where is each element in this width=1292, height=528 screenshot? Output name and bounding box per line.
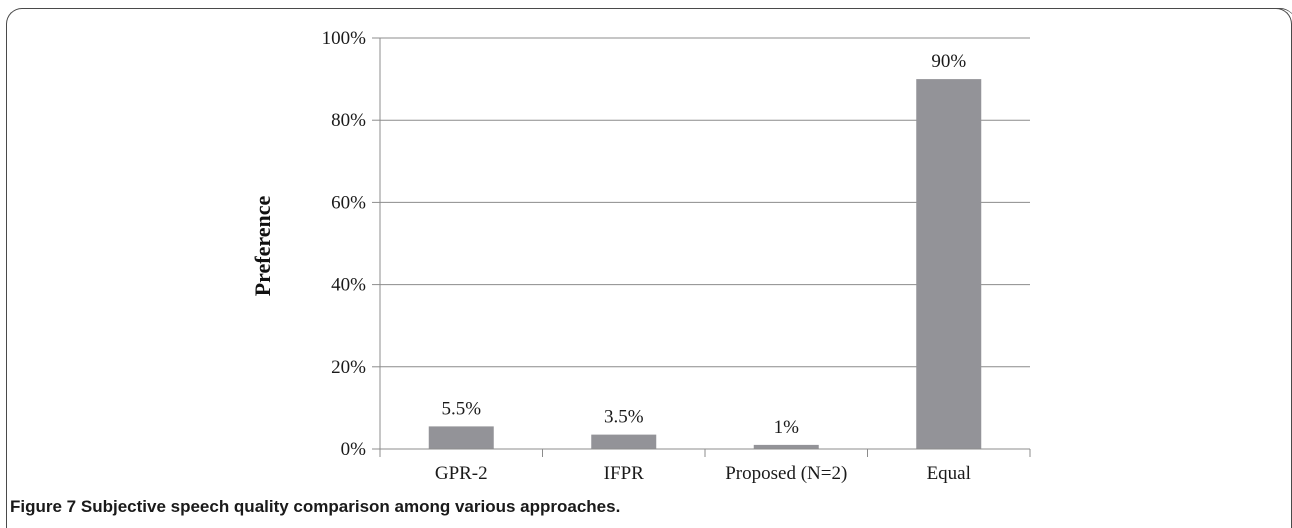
axes	[372, 37, 1031, 457]
y-tick-label: 100%	[322, 28, 367, 49]
x-tick-label: Equal	[927, 463, 971, 484]
data-label: 5.5%	[441, 398, 481, 419]
figure-caption: Figure 7 Subjective speech quality compa…	[10, 497, 1280, 517]
bar	[591, 434, 657, 449]
x-tick-label: Proposed (N=2)	[725, 463, 847, 484]
y-tick-label: 20%	[331, 357, 366, 378]
x-tick-label: IFPR	[604, 463, 644, 484]
figure-caption-text: Subjective speech quality comparison amo…	[80, 497, 621, 516]
figure-frame	[6, 8, 1292, 528]
data-label: 1%	[774, 417, 800, 438]
y-tick-label: 40%	[331, 275, 366, 296]
data-label: 90%	[931, 51, 966, 72]
bar-chart: 0% 20% 40% 60% 80% 100% 5.5% GPR-2 3.5% IFPR 1% Pro…	[250, 28, 1031, 484]
y-tick-label: 60%	[331, 192, 366, 213]
x-tick-label: GPR-2	[435, 463, 488, 484]
y-tick-label: 80%	[331, 110, 366, 131]
figure-label: Figure 7	[10, 497, 77, 516]
y-tick-label: 0%	[341, 439, 367, 460]
bar	[428, 426, 494, 449]
data-label: 3.5%	[604, 407, 644, 428]
bar	[753, 444, 819, 449]
bar	[916, 79, 982, 449]
labels: 0% 20% 40% 60% 80% 100% 5.5% GPR-2 3.5% IFPR 1% Pro…	[322, 28, 971, 484]
bars	[428, 79, 982, 449]
y-axis-title: Preference	[250, 195, 275, 296]
